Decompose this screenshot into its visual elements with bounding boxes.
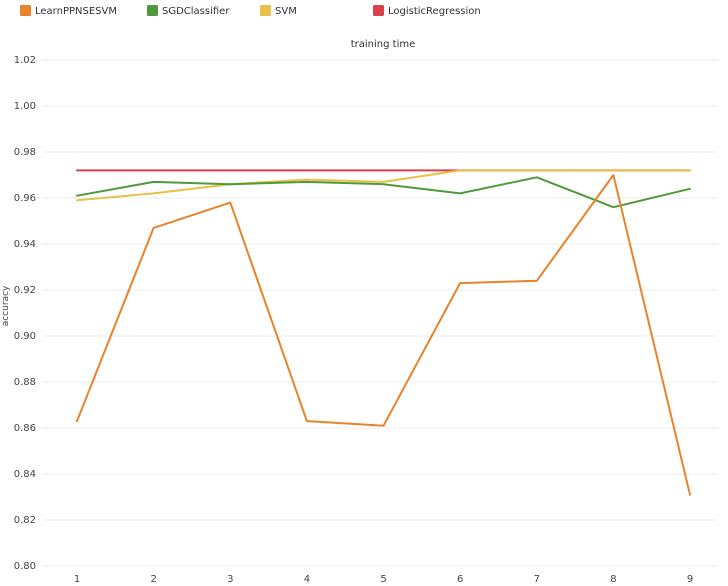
x-tick-label: 1 [74,574,80,585]
y-tick-label: 0.98 [14,147,36,158]
y-tick-label: 0.92 [14,285,36,296]
y-tick-label: 0.82 [14,515,36,526]
x-tick-label: 7 [534,574,540,585]
legend-label: SGDClassifier [162,6,230,17]
legend-item: LearnPPNSESVM [20,5,117,17]
series-line-svm [76,169,691,202]
y-axis-label: accuracy [1,285,11,326]
legend-swatch [20,5,31,16]
x-tick-label: 5 [380,574,386,585]
legend-label: LearnPPNSESVM [35,6,117,17]
series-line-sgdclassifier [76,176,691,209]
x-tick-label: 6 [457,574,463,585]
y-tick-label: 0.80 [14,561,36,572]
y-tick-label: 0.86 [14,423,36,434]
x-tick-label: 4 [304,574,310,585]
gridlines [42,59,718,567]
y-tick-label: 0.90 [14,331,36,342]
x-axis-ticks: 1 2 3 4 5 6 7 8 9 [74,574,693,585]
legend-swatch [147,5,158,16]
legend-item: SVM [260,5,297,17]
x-tick-label: 9 [687,574,693,585]
x-tick-label: 3 [227,574,233,585]
y-tick-label: 0.84 [14,469,36,480]
legend-swatch [373,5,384,16]
x-tick-label: 2 [150,574,156,585]
y-tick-label: 1.00 [14,101,36,112]
legend-label: LogisticRegression [388,6,481,17]
legend: LearnPPNSESVM SGDClassifier SVM LogisticReg… [20,5,481,17]
y-tick-label: 0.94 [14,239,36,250]
legend-label: SVM [275,6,297,17]
chart-title: training time [351,39,416,50]
y-axis-ticks: 0.80 0.82 0.84 0.86 0.88 0.90 0.92 0.94 0.96 0.98… [14,55,36,572]
x-tick-label: 8 [610,574,616,585]
y-tick-label: 1.02 [14,55,36,66]
y-tick-label: 0.88 [14,377,36,388]
legend-item: LogisticRegression [373,5,481,17]
series-lines [76,169,691,496]
series-line-learnppnsesvm [76,174,691,496]
y-tick-label: 0.96 [14,193,36,204]
legend-swatch [260,5,271,16]
legend-item: SGDClassifier [147,5,230,17]
